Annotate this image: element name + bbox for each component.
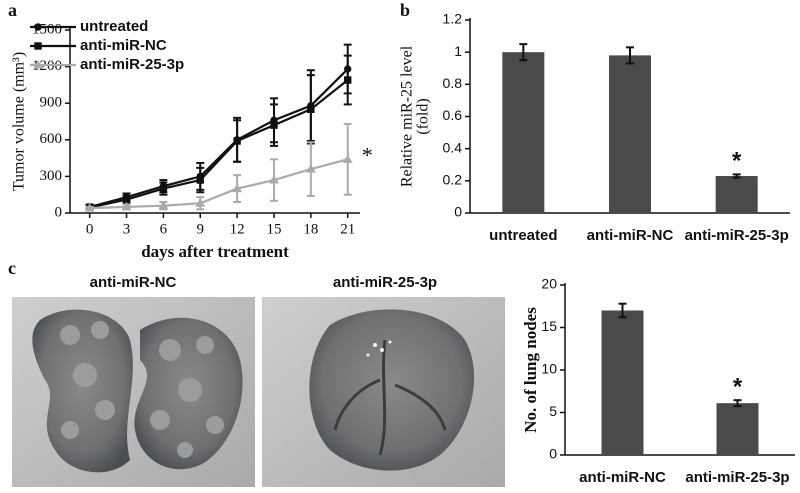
photo-lung-treated [262,297,505,487]
x-tick-label: anti-miR-NC [587,227,674,244]
series [85,54,352,212]
y-tick-label: 0.4 [443,139,463,155]
y-tick-label: 900 [40,95,63,111]
y-tick-label: 0.8 [443,75,463,91]
bar [716,403,759,455]
marker [84,203,95,212]
y-tick-label: 0.6 [443,107,463,123]
x-tick-label: 0 [86,221,94,237]
marker [122,195,131,204]
x-axis-label: days after treatment [141,242,289,261]
y-axis-label: (fold) [415,98,432,134]
bar [609,55,651,214]
legend-marker [34,42,42,50]
legend-label: anti-miR-25-3p [80,56,184,73]
legend-entry: anti-miR-25-3p [30,56,184,73]
photo-caption: anti-miR-NC [90,274,177,291]
marker [159,184,168,193]
marker [270,121,278,129]
significance-marker: * [733,374,743,401]
y-tick-label: 20 [541,276,557,292]
y-axis-label: Relative miR-25 level [399,45,416,187]
y-tick-label: 15 [541,318,557,334]
photo-lung-nc [12,297,255,487]
x-tick-label: 21 [340,221,355,237]
significance-marker: * [732,148,742,175]
y-tick-label: 1.2 [443,11,463,27]
marker [342,154,353,163]
legend-entry: untreated [30,18,148,35]
series-line [89,79,349,209]
lung-fissure [333,339,447,456]
lung [309,309,475,471]
marker [233,137,241,145]
series [84,122,353,212]
x-tick-label: 9 [197,221,205,237]
y-tick-label: 0 [55,204,63,220]
y-axis-label: No. of lung nodes [521,307,540,433]
y-tick-label: 300 [40,168,63,184]
legend-marker [33,59,43,69]
panel-label: b [400,0,410,20]
bar [502,52,545,213]
x-tick-label: anti-miR-25-3p [685,469,789,486]
panel-label: c [8,258,16,278]
y-tick-label: 0 [454,204,462,220]
error-bar [618,302,627,319]
y-tick-label: 0 [549,446,557,462]
y-tick-label: 1 [454,43,462,59]
x-tick-label: untreated [489,227,557,244]
marker [305,164,316,173]
panel-label: a [8,0,17,20]
y-tick-label: 0.2 [443,172,463,188]
series-line [89,68,349,208]
error-bar [733,399,742,408]
marker [195,198,206,207]
error-bar [732,173,741,179]
specular-highlights [366,340,392,357]
chart-panel-a: a030060090012001500Tumor volume (mm³)036… [8,0,373,261]
x-tick-label: 18 [303,221,318,237]
error-bar [519,43,528,62]
legend-label: anti-miR-NC [80,37,167,54]
marker [196,176,204,184]
x-tick-label: 6 [160,221,168,237]
marker [269,175,279,184]
y-tick-label: 600 [40,131,63,147]
bar [601,310,644,455]
legend-marker [34,23,42,31]
y-tick-label: 10 [541,361,557,377]
lung-nodules [60,321,224,458]
marker [344,76,352,84]
y-tick-label: 5 [549,403,557,419]
x-tick-label: 12 [230,221,245,237]
significance-marker: * [362,142,373,167]
photo-caption: anti-miR-25-3p [333,274,437,291]
bar [715,176,758,213]
chart-panel-b: b 0 0.2 0.4 0.6 0.8 1 1.2 Relative miR-25 level(… [399,0,790,244]
marker [121,201,132,211]
marker [158,200,169,210]
marker [307,105,315,113]
x-tick-label: 15 [266,221,281,237]
lung-lobe [32,309,133,473]
marker [232,183,242,193]
x-tick-label: anti-miR-NC [579,469,666,486]
error-bar [626,46,634,65]
x-tick-label: anti-miR-25-3p [685,227,789,244]
x-tick-label: 3 [123,221,131,237]
series-line [89,158,348,210]
legend-entry: anti-miR-NC [30,37,167,54]
legend-label: untreated [80,18,148,35]
y-axis-label: Tumor volume (mm³) [11,52,28,191]
